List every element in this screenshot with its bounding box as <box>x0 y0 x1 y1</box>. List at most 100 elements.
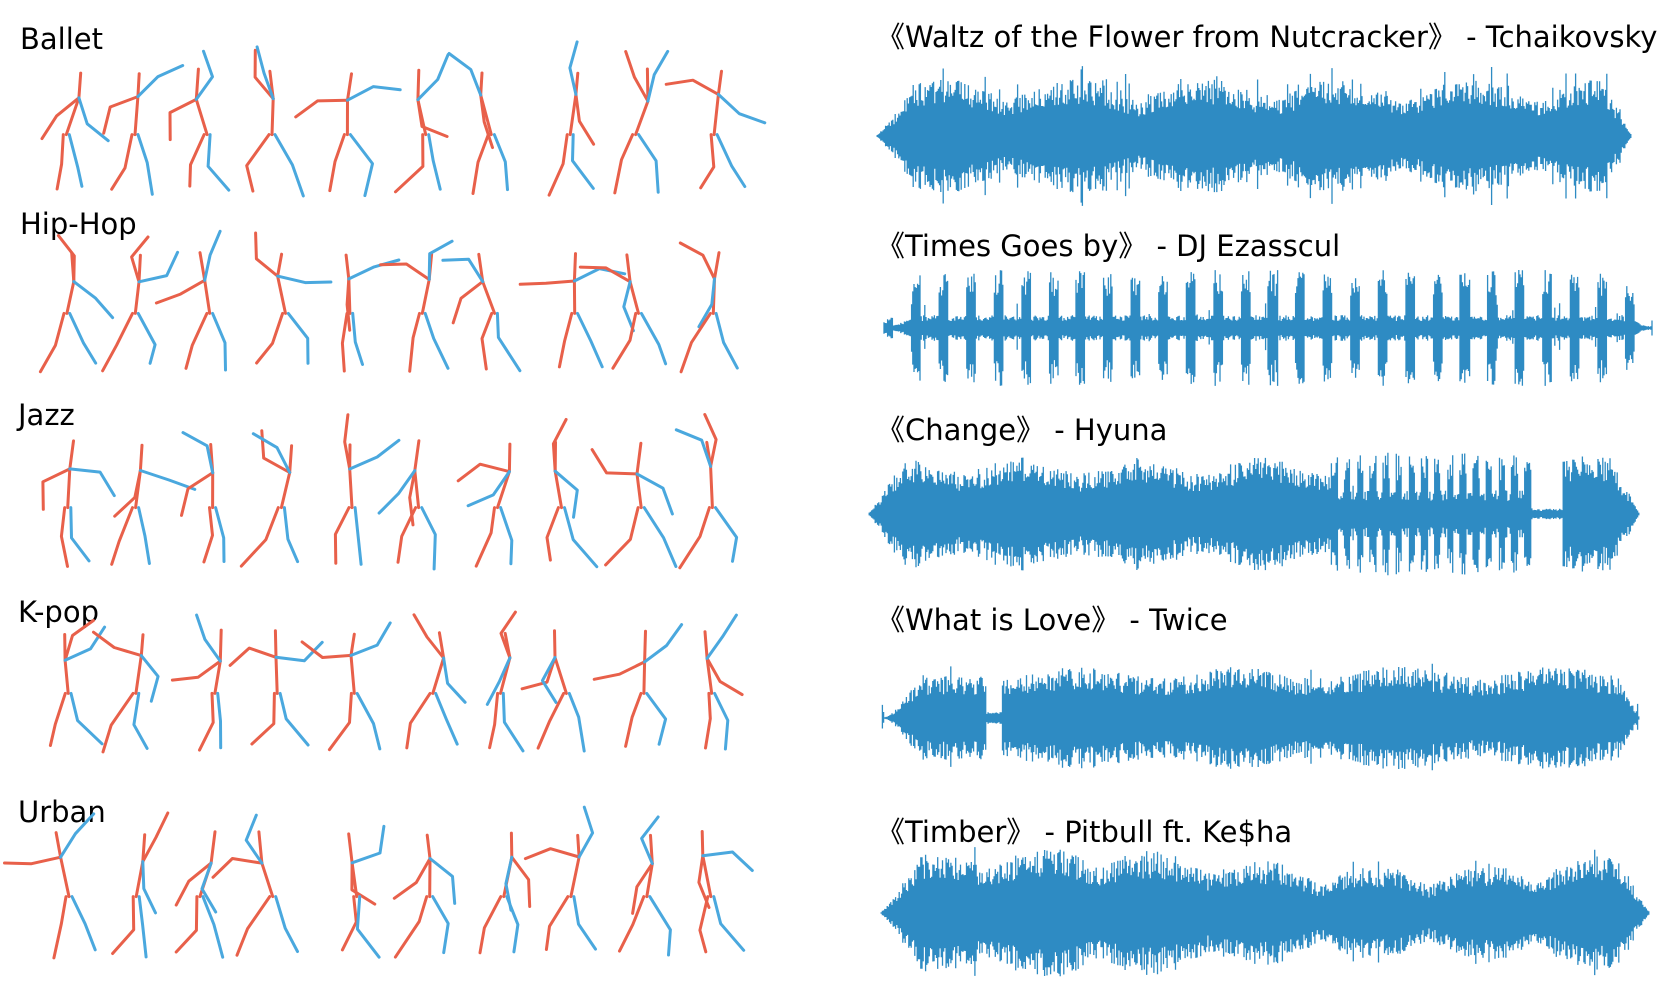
left-arm-line <box>228 646 278 667</box>
right-leg-line <box>136 133 154 196</box>
left-arm-line <box>102 95 140 135</box>
right-leg-line <box>69 691 104 746</box>
stick-figure <box>340 253 401 373</box>
spine-line <box>54 831 71 899</box>
left-leg-line <box>235 895 272 957</box>
right-leg-line <box>353 506 363 566</box>
stick-figure <box>447 52 509 195</box>
stick-figure <box>478 831 532 955</box>
stick-figure <box>545 418 599 569</box>
right-arm-line <box>347 258 401 281</box>
stick-figure <box>456 442 514 568</box>
right-leg-line <box>431 895 450 955</box>
right-arm-line <box>348 438 401 471</box>
right-arm-line <box>195 613 222 663</box>
left-arm-line <box>590 448 639 476</box>
right-arm-line <box>640 815 660 866</box>
stick-figure <box>394 53 450 194</box>
left-leg-line <box>474 506 496 568</box>
stick-figure <box>111 811 170 959</box>
left-arm-line <box>174 861 213 907</box>
right-arm-line <box>194 49 214 101</box>
left-arm-line <box>678 241 716 281</box>
right-leg-line <box>201 895 225 959</box>
left-leg-line <box>52 895 68 960</box>
left-arm-line <box>518 279 576 286</box>
right-leg-line <box>563 506 599 569</box>
right-leg-line <box>420 506 437 571</box>
song-title-waltz: 《Waltz of the Flower from Nutcracker》 - … <box>876 20 1658 54</box>
right-arm-line <box>635 472 674 516</box>
stick-figure <box>168 49 231 192</box>
left-arm-line <box>345 277 352 332</box>
right-arm-line <box>68 467 116 498</box>
right-arm-line <box>466 470 511 508</box>
right-arm-line <box>181 431 215 475</box>
left-leg-line <box>678 506 711 570</box>
right-leg-line <box>214 506 226 563</box>
right-arm-line <box>643 623 684 664</box>
left-arm-line <box>211 857 264 879</box>
left-leg-line <box>110 506 134 566</box>
left-leg-line <box>340 311 349 373</box>
right-arm-line <box>428 857 457 905</box>
spine-line <box>712 69 723 137</box>
spine-line <box>276 252 287 315</box>
left-leg-line <box>611 311 638 370</box>
left-arm-line <box>41 467 72 511</box>
spine-line <box>133 72 141 137</box>
right-arm-line <box>141 860 157 915</box>
right-leg-line <box>423 311 450 370</box>
right-arm-line <box>622 280 635 333</box>
left-arm-line <box>141 811 170 864</box>
left-leg-line <box>557 311 574 369</box>
left-leg-line <box>624 691 643 748</box>
left-leg-line <box>544 895 570 951</box>
left-arm-line <box>551 418 568 473</box>
stick-figure <box>41 439 116 568</box>
spine-line <box>209 443 215 510</box>
right-leg-line <box>273 133 305 198</box>
left-leg-line <box>55 133 65 191</box>
left-arm-line <box>300 640 353 659</box>
left-leg-line <box>471 133 490 195</box>
left-leg-line <box>184 311 209 370</box>
right-arm-line <box>59 812 96 859</box>
right-arm-line <box>136 64 185 99</box>
right-arm-line <box>251 432 292 474</box>
left-arm-line <box>253 48 275 101</box>
left-arm-line <box>479 93 494 150</box>
left-leg-line <box>333 506 351 565</box>
stick-figure <box>520 629 586 753</box>
left-leg-line <box>239 506 280 568</box>
left-arm-line <box>592 660 647 681</box>
spine-line <box>348 443 354 510</box>
right-leg-line <box>137 895 148 959</box>
left-leg-line <box>405 691 432 750</box>
left-arm-line <box>705 656 744 697</box>
figure-row-hiphop <box>38 229 739 374</box>
stick-figure <box>40 71 110 191</box>
right-arm-line <box>200 861 218 914</box>
right-leg-line <box>495 311 522 373</box>
genre-label-jazz: Jazz <box>18 398 75 432</box>
right-arm-line <box>427 239 454 281</box>
left-arm-line <box>523 847 581 861</box>
left-leg-line <box>202 506 214 564</box>
right-arm-line <box>441 257 485 284</box>
stick-figure <box>485 610 525 753</box>
spine-line <box>134 633 145 695</box>
spine-line <box>700 830 713 899</box>
stick-figure <box>92 630 160 754</box>
left-leg-line <box>394 133 425 194</box>
stick-figure <box>697 830 754 954</box>
genre-label-urban: Urban <box>18 795 106 829</box>
spine-line <box>431 631 446 695</box>
stick-figure <box>254 231 333 365</box>
right-leg-line <box>492 133 509 192</box>
left-arm-line <box>379 262 431 281</box>
left-leg-line <box>245 133 271 193</box>
left-leg-line <box>38 311 66 374</box>
spine-line <box>345 72 353 137</box>
